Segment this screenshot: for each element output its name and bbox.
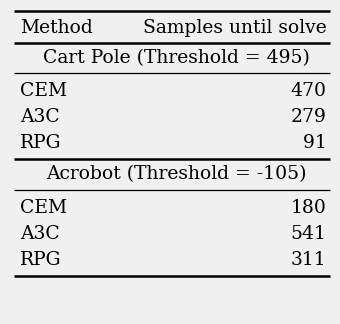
Text: 91: 91 bbox=[296, 134, 326, 152]
Text: RPG: RPG bbox=[20, 251, 62, 269]
Text: Method: Method bbox=[20, 18, 93, 37]
Text: 470: 470 bbox=[290, 82, 326, 100]
Text: RPG: RPG bbox=[20, 134, 62, 152]
Text: Samples until solve: Samples until solve bbox=[143, 18, 326, 37]
Text: CEM: CEM bbox=[20, 199, 68, 217]
Text: A3C: A3C bbox=[20, 108, 60, 126]
Text: CEM: CEM bbox=[20, 82, 68, 100]
Text: 541: 541 bbox=[290, 225, 326, 243]
Text: 180: 180 bbox=[290, 199, 326, 217]
Text: 311: 311 bbox=[291, 251, 326, 269]
Text: Acrobot (Threshold = -105): Acrobot (Threshold = -105) bbox=[47, 165, 307, 183]
Text: A3C: A3C bbox=[20, 225, 60, 243]
Text: 279: 279 bbox=[290, 108, 326, 126]
Text: Cart Pole (Threshold = 495): Cart Pole (Threshold = 495) bbox=[44, 49, 310, 67]
